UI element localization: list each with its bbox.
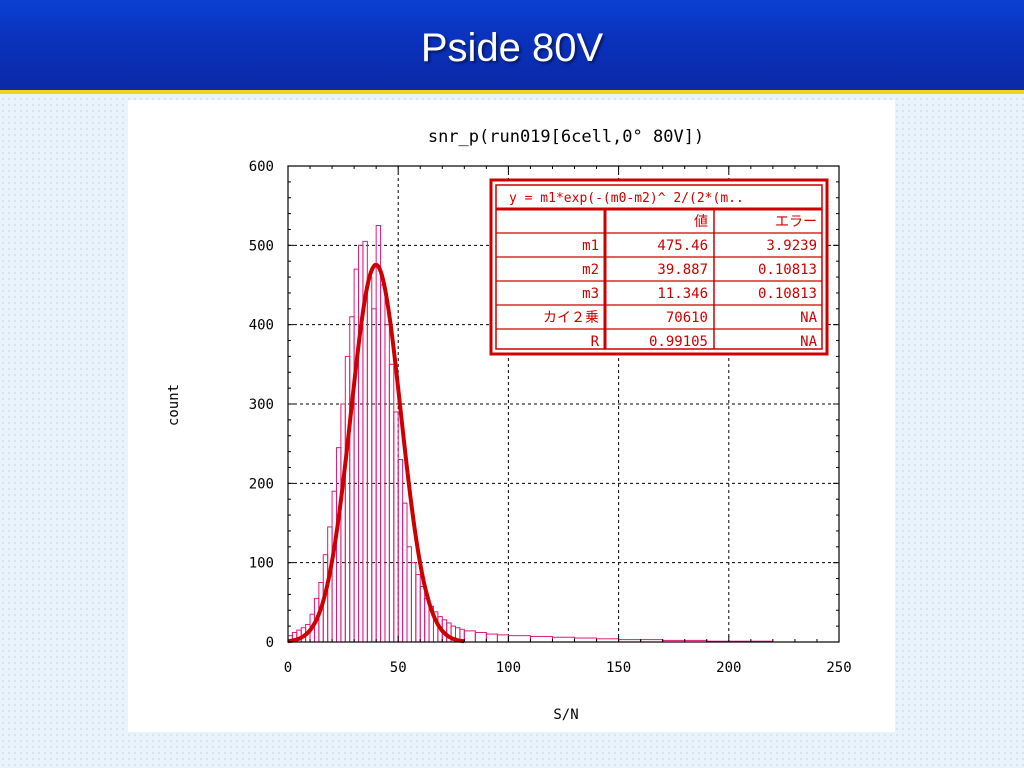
histogram-bar <box>463 630 476 643</box>
histogram-bar <box>474 631 487 643</box>
histogram-bar <box>397 459 404 643</box>
histogram-bar <box>340 403 346 643</box>
fit-table-cell: 0.10813 <box>758 262 817 278</box>
x-tick-label: 200 <box>716 660 741 676</box>
histogram-bar <box>529 635 553 643</box>
histogram-bar <box>375 225 382 643</box>
x-tick-label: 150 <box>606 660 631 676</box>
fit-table-cell: NA <box>800 334 817 350</box>
histogram-bar <box>393 411 399 643</box>
fit-curve-series <box>287 262 466 644</box>
fit-table-cell: 70610 <box>666 310 708 326</box>
chart-panel: snr_p(run019[6cell,0° 80V]) S/N count 0 5… <box>128 100 895 732</box>
y-tick-label: 0 <box>266 635 274 651</box>
y-axis-label: count <box>166 384 182 426</box>
fit-table-cell: m3 <box>582 286 599 302</box>
fit-table-cell: カイ２乗 <box>543 310 599 326</box>
x-axis-label: S/N <box>553 707 578 723</box>
histogram-bar <box>410 562 417 643</box>
fit-table-cell: m2 <box>582 262 599 278</box>
chart-title: snr_p(run019[6cell,0° 80V]) <box>428 127 704 147</box>
histogram-bar <box>406 546 412 643</box>
y-tick-label: 600 <box>249 159 274 175</box>
fit-table-inner-frame <box>495 184 823 350</box>
histogram-bar <box>349 316 355 643</box>
y-tick-label: 300 <box>249 397 274 413</box>
histogram-bar <box>419 585 426 643</box>
histogram-bar <box>335 447 342 643</box>
histogram-chart: snr_p(run019[6cell,0° 80V]) S/N count 0 5… <box>166 127 852 723</box>
x-tick-label: 0 <box>284 660 292 676</box>
fit-table-cell: 0.99105 <box>649 334 708 350</box>
y-tick-label: 500 <box>249 238 274 254</box>
x-tick-label: 100 <box>496 660 521 676</box>
histogram-bar <box>402 502 408 643</box>
fit-table-header-cell: エラー <box>775 214 817 230</box>
fit-table-cell: m1 <box>582 238 599 254</box>
fit-table-header-cell: 値 <box>694 214 708 230</box>
fit-table-cell: 39.887 <box>657 262 708 278</box>
histogram-bar <box>366 276 373 643</box>
axes: 0 50 100 150 200 250 0 100 200 300 400 500 600 <box>249 159 852 676</box>
fit-table-cell: NA <box>800 310 817 326</box>
histogram-bar <box>507 635 531 643</box>
fit-curve <box>287 262 466 644</box>
histogram-bar <box>415 574 421 643</box>
x-tick-label: 250 <box>826 660 851 676</box>
histogram-bar <box>380 284 386 643</box>
fit-table-cell: 475.46 <box>657 238 708 254</box>
fit-parameter-table: y = m1*exp(-(m0-m2)^ 2/(2*(m.. 値 エラー m1 475.… <box>489 178 829 356</box>
slide-title: Pside 80V <box>420 26 604 70</box>
histogram-bar <box>388 363 395 643</box>
histogram-bar <box>485 633 498 643</box>
histogram-bar <box>551 636 576 643</box>
histogram-bar <box>371 308 377 643</box>
y-tick-label: 200 <box>249 476 274 492</box>
x-tick-label: 50 <box>390 660 407 676</box>
fit-table-cell: 0.10813 <box>758 286 817 302</box>
y-tick-label: 100 <box>249 556 274 572</box>
y-tick-label: 400 <box>249 318 274 334</box>
fit-equation: y = m1*exp(-(m0-m2)^ 2/(2*(m.. <box>509 191 744 206</box>
histogram-bar <box>496 634 509 643</box>
histogram-bar <box>344 355 351 643</box>
fit-table-cell: R <box>591 334 600 350</box>
fit-table-cell: 3.9239 <box>766 238 817 254</box>
title-bar: Pside 80V <box>0 0 1024 94</box>
fit-table-cell: 11.346 <box>657 286 708 302</box>
